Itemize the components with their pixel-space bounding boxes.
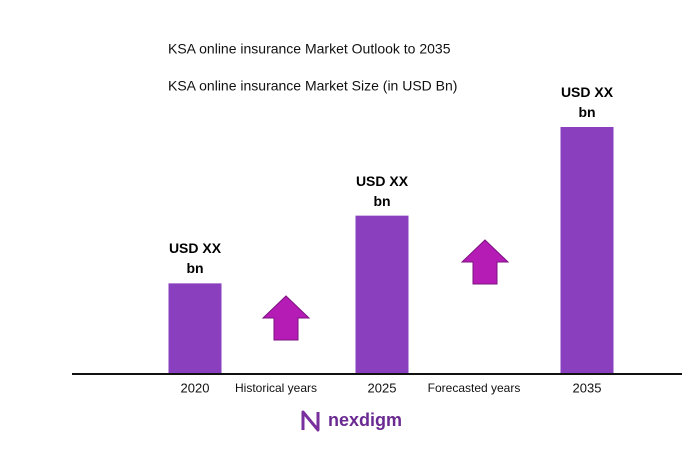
- period-label: Historical years: [235, 381, 317, 395]
- logo-text: nexdigm: [328, 410, 402, 430]
- growth-arrow: [261, 295, 311, 341]
- period-label: Forecasted years: [428, 381, 521, 395]
- bar: [355, 215, 409, 373]
- value-label: USD XX bn: [560, 84, 614, 120]
- logo-icon: [301, 410, 320, 432]
- chart-title: KSA online insurance Market Outlook to 2…: [168, 41, 451, 57]
- value-label: USD XX bn: [355, 172, 409, 209]
- bar: [168, 283, 222, 373]
- x-tick-label: 2035: [573, 380, 602, 395]
- growth-arrow: [460, 239, 510, 285]
- x-tick-label: 2025: [368, 380, 397, 395]
- chart-subtitle: KSA online insurance Market Size (in USD…: [168, 78, 457, 94]
- bar: [560, 127, 614, 373]
- value-label: USD XX bn: [168, 240, 222, 277]
- x-tick-label: 2020: [181, 380, 210, 395]
